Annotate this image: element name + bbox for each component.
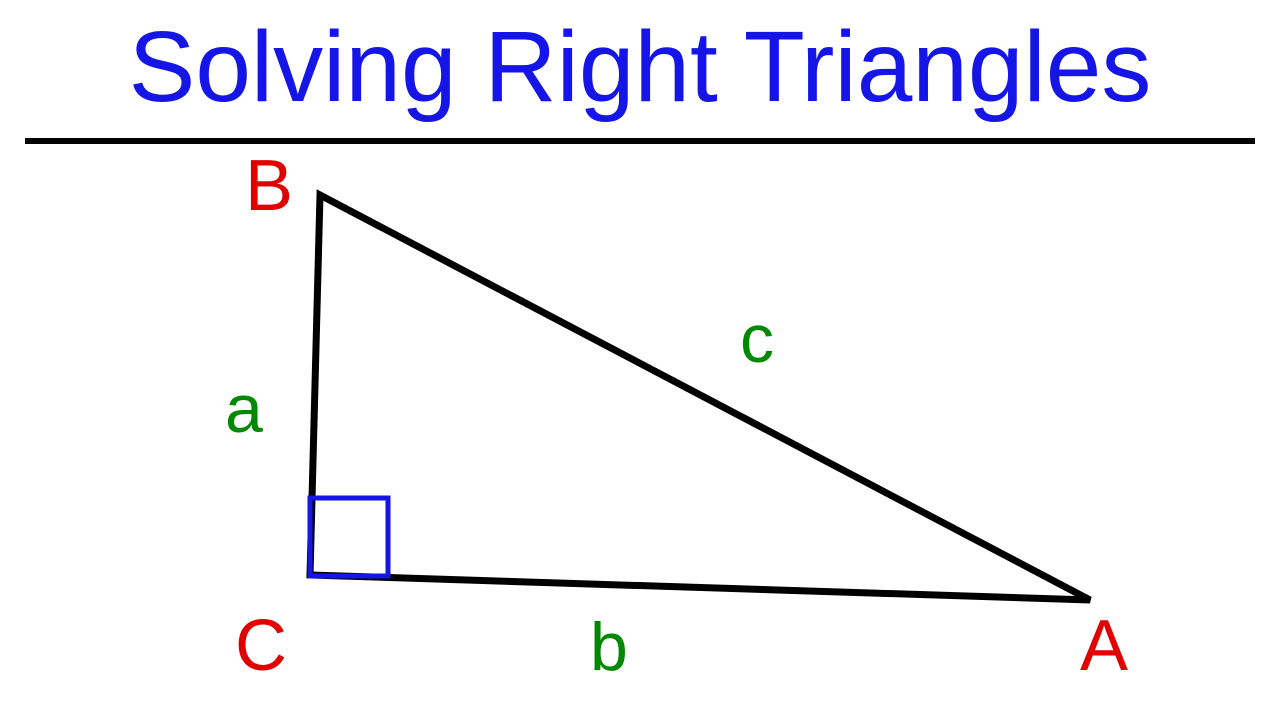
vertex-label-b: B [245,145,293,227]
right-angle-indicator [310,498,388,576]
side-label-c: c [740,300,774,378]
side-label-a: a [225,370,263,448]
vertex-label-c: C [235,605,287,687]
side-label-b: b [590,608,628,686]
triangle-shape [310,195,1090,600]
triangle-diagram: B C A a b c [0,0,1280,720]
vertex-label-a: A [1080,605,1128,687]
